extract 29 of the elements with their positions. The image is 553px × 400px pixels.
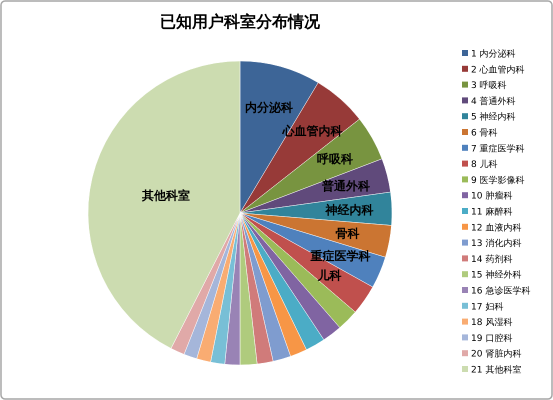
legend-label: 13 消化内科 bbox=[471, 238, 522, 250]
data-label: 呼吸科 bbox=[317, 152, 354, 166]
legend-label: 11 麻醉科 bbox=[471, 206, 512, 218]
legend-label: 10 肿瘤科 bbox=[471, 190, 512, 202]
data-label: 儿科 bbox=[316, 268, 342, 283]
legend-label: 8 儿科 bbox=[471, 159, 498, 170]
data-label: 内分泌科 bbox=[245, 100, 294, 115]
legend-label: 16 急诊医学科 bbox=[471, 286, 530, 296]
legend-label: 6 骨科 bbox=[471, 128, 498, 138]
legend-label: 17 妇科 bbox=[471, 301, 504, 312]
legend-label: 3 呼吸科 bbox=[471, 80, 507, 92]
legend-label: 1 内分泌科 bbox=[471, 48, 516, 60]
legend-label: 9 医学影像科 bbox=[471, 174, 525, 186]
data-label: 普通外科 bbox=[321, 178, 370, 193]
legend-label: 21 其他科室 bbox=[471, 364, 522, 376]
legend-label: 2 心血管内科 bbox=[471, 64, 525, 76]
chart-title: 已知用户科室分布情况 bbox=[160, 12, 321, 31]
legend-label: 18 风湿科 bbox=[471, 317, 512, 328]
legend-label: 19 口腔科 bbox=[471, 332, 512, 344]
legend-label: 4 普通外科 bbox=[471, 96, 516, 107]
legend-label: 5 神经内科 bbox=[471, 112, 516, 123]
data-label: 其他科室 bbox=[141, 188, 190, 202]
data-label: 骨科 bbox=[336, 226, 360, 241]
data-label: 神经内科 bbox=[324, 202, 374, 217]
legend-label: 15 神经外科 bbox=[471, 270, 522, 281]
legend-label: 12 血液内科 bbox=[471, 222, 522, 234]
legend-label: 20 肾脏内科 bbox=[471, 348, 522, 360]
legend-label: 7 重症医学科 bbox=[471, 143, 525, 154]
legend-label: 14 药剂科 bbox=[471, 254, 512, 265]
